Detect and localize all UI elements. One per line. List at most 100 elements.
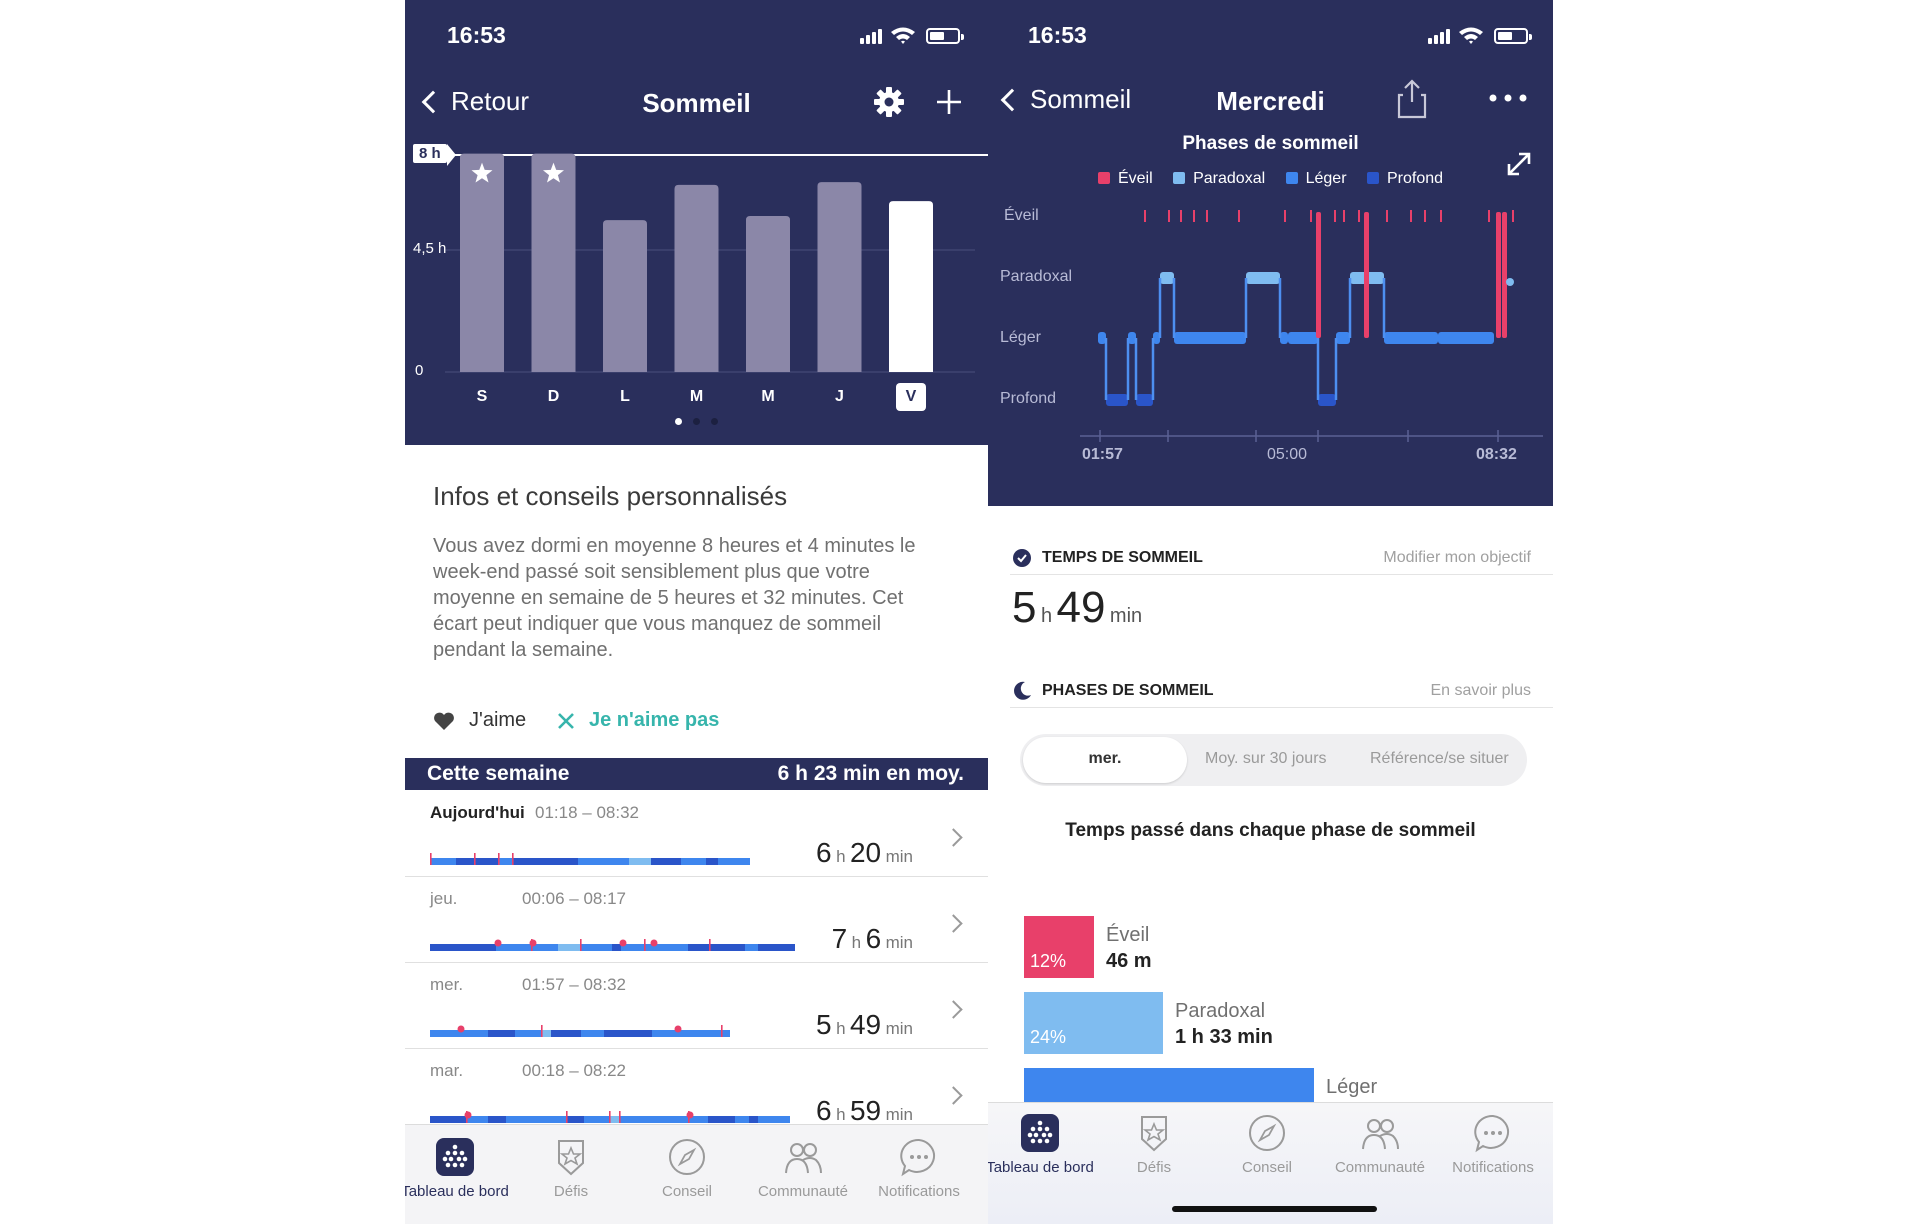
page-title: Sommeil — [642, 88, 751, 118]
sleep-day-detail-screen: 16:53 Sommeil Mercredi Phases de sommeil… — [988, 0, 1553, 1224]
phase-bar-eveil: 12% — [1024, 916, 1094, 978]
stage-segment — [669, 944, 688, 951]
segment-day[interactable]: mer. — [1088, 750, 1122, 767]
tab-dashboard[interactable]: Tableau de bord — [988, 1113, 1095, 1176]
back-button[interactable]: Retour — [417, 86, 529, 117]
stage-segment — [758, 944, 770, 951]
phase-name: Léger — [1326, 1076, 1378, 1098]
day-label[interactable]: J — [835, 388, 844, 405]
awake-spike — [1364, 212, 1369, 338]
stage-segment — [706, 858, 718, 865]
tab-challenges[interactable]: Défis — [1099, 1113, 1209, 1176]
segment-benchmark[interactable]: Référence/se situer — [1370, 750, 1509, 767]
night-stage-strip — [430, 939, 795, 951]
night-total: 6 h 20 min — [816, 837, 913, 868]
tab-dashboard[interactable]: Tableau de bord — [405, 1137, 510, 1200]
stage-segment — [651, 1116, 688, 1123]
chevron-right-icon — [944, 828, 963, 847]
dislike-button[interactable]: Je n'aime pas — [557, 709, 719, 732]
x-tick: 05:00 — [1267, 446, 1308, 463]
add-icon[interactable] — [935, 88, 963, 116]
night-time: 00:06 – 08:17 — [522, 889, 626, 908]
stage-segment — [549, 1116, 566, 1123]
tab-bar: Tableau de bord Défis Conseil Communauté… — [405, 1124, 988, 1224]
sleep-overview-screen: 16:53 Retour Sommeil — [405, 0, 988, 1224]
star-icon — [543, 162, 564, 183]
tab-notifications[interactable]: Notifications — [864, 1137, 974, 1200]
chart-bar[interactable] — [889, 201, 933, 372]
night-row[interactable]: jeu. 00:06 – 08:17 7 h 6 min — [405, 877, 988, 963]
stage-segment — [541, 1030, 551, 1037]
y-tick-mid: 4,5 h — [413, 240, 447, 257]
stage-segment — [783, 1116, 790, 1123]
stage-segment — [430, 858, 456, 865]
tab-community[interactable]: Communauté — [1325, 1113, 1435, 1176]
expand-icon[interactable] — [1505, 150, 1533, 178]
day-label[interactable]: L — [620, 388, 630, 405]
tab-notifications[interactable]: Notifications — [1438, 1113, 1548, 1176]
stage-block — [1174, 332, 1246, 344]
legend-item: Paradoxal — [1173, 170, 1265, 188]
day-label[interactable]: M — [761, 388, 775, 405]
tab-guidance[interactable]: Conseil — [632, 1137, 742, 1200]
stage-segment — [531, 944, 539, 951]
stage-segment — [566, 1116, 584, 1123]
stage-block — [1336, 332, 1350, 344]
stage-segment — [430, 1116, 466, 1123]
more-icon[interactable] — [1488, 92, 1528, 104]
stage-segment — [459, 1030, 488, 1037]
dashboard-icon — [1021, 1114, 1059, 1152]
wake-tick — [644, 939, 646, 951]
gear-icon[interactable] — [871, 84, 907, 120]
wifi-icon — [1459, 27, 1483, 44]
phase-duration: 46 m — [1106, 950, 1152, 972]
level-label: Éveil — [1004, 207, 1039, 224]
learn-more-link[interactable]: En savoir plus — [1430, 682, 1532, 699]
tab-challenges[interactable]: Défis — [516, 1137, 626, 1200]
edit-goal-link[interactable]: Modifier mon objectif — [1383, 549, 1531, 566]
stage-segment — [488, 1030, 515, 1037]
back-button[interactable]: Sommeil — [996, 84, 1131, 115]
day-label[interactable]: M — [689, 388, 704, 405]
night-row[interactable]: mer. 01:57 – 08:32 5 h 49 min — [405, 963, 988, 1049]
share-icon[interactable] — [1396, 78, 1428, 120]
period-segmented-control: mer. Moy. sur 30 jours Référence/se situ… — [1020, 734, 1527, 786]
chart-bar[interactable] — [531, 153, 576, 372]
chart-bar[interactable] — [817, 182, 862, 372]
wake-tick — [1284, 210, 1286, 222]
compass-icon — [669, 1139, 705, 1175]
day-label[interactable]: S — [476, 388, 488, 405]
weekly-sleep-chart — [445, 153, 988, 373]
chart-bar[interactable] — [460, 153, 504, 372]
chart-bar[interactable] — [746, 216, 790, 372]
divider — [1010, 707, 1553, 708]
day-label[interactable]: D — [547, 388, 560, 405]
phase-name: Paradoxal — [1175, 1000, 1266, 1022]
sleep-time-header: TEMPS DE SOMMEIL — [1012, 548, 1203, 568]
stage-segment — [466, 1116, 480, 1123]
close-icon — [558, 712, 574, 729]
segment-30-day-average[interactable]: Moy. sur 30 jours — [1205, 750, 1327, 767]
stage-segment — [558, 944, 580, 951]
stage-block — [1288, 332, 1318, 344]
stage-segment — [770, 944, 795, 951]
night-row[interactable]: mar. 00:18 – 08:22 6 h 59 min — [405, 1049, 988, 1135]
tab-guidance[interactable]: Conseil — [1212, 1113, 1322, 1176]
insight-title: Infos et conseils personnalisés — [433, 481, 788, 511]
night-row[interactable]: Aujourd'hui 01:18 – 08:32 6 h 20 min — [405, 791, 988, 877]
chart-bar[interactable] — [603, 220, 647, 372]
day-label[interactable]: V — [896, 383, 926, 411]
tab-community[interactable]: Communauté — [748, 1137, 858, 1200]
stage-segment — [456, 858, 474, 865]
wake-dot — [464, 1111, 472, 1119]
like-button[interactable]: J'aime — [433, 709, 526, 732]
stage-segment — [745, 944, 758, 951]
wake-dot — [650, 939, 658, 947]
stage-block — [1160, 272, 1174, 284]
wake-dot — [494, 939, 502, 947]
stages-chart-title: Phases de sommeil — [1182, 133, 1359, 154]
chart-bar[interactable] — [674, 184, 719, 372]
stage-segment — [584, 1116, 609, 1123]
stage-segment — [498, 858, 512, 865]
home-indicator[interactable] — [1172, 1206, 1377, 1212]
